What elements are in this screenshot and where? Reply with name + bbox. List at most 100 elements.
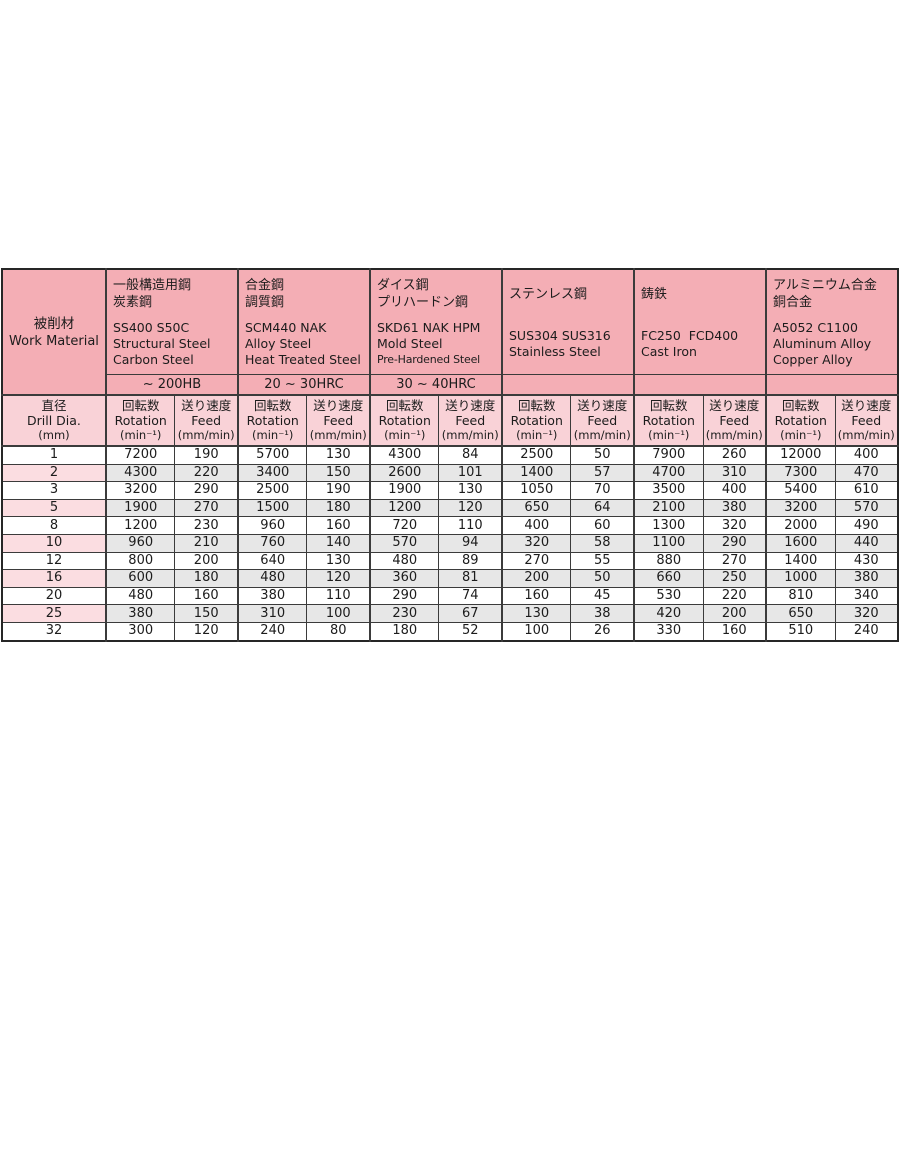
drill-dia-label-en: Drill Dia.	[27, 413, 81, 428]
feed-value-cell: 160	[306, 516, 371, 535]
material-name-ja: ダイス鋼 プリハードン鋼	[377, 272, 498, 316]
material-en-line: A5052 C1100	[773, 320, 858, 335]
table-row: 20 480 160 380 110 290 74 160 45 530 220 810 340	[1, 586, 899, 606]
material-name-en: A5052 C1100 Aluminum Alloy Copper Alloy	[773, 318, 894, 370]
material-en-line: Structural Steel	[112, 336, 211, 351]
feed-en-label: Feed	[455, 413, 486, 428]
feed-value-cell: 240	[834, 621, 899, 642]
feed-unit-label: (mm/min)	[837, 428, 895, 442]
rotation-value-cell: 240	[236, 621, 308, 642]
feed-value-cell: 140	[306, 533, 371, 553]
table-row: 8 1200 230 960 160 720 110 400 60 1300 320 2000 490	[1, 516, 899, 535]
table-row: 32 300 120 240 80 180 52 100 26 330 160 510 240	[1, 621, 899, 642]
hardness-band-3	[500, 374, 635, 396]
feed-value-cell: 67	[438, 604, 503, 623]
feed-value-cell: 340	[834, 586, 899, 606]
feed-unit-label: (mm/min)	[309, 428, 367, 442]
rotation-value-cell: 510	[765, 621, 836, 642]
material-header-1: 合金鋼 調質鋼 SCM440 NAK Alloy Steel Heat Treated …	[236, 268, 371, 375]
rotation-unit-label: (min⁻¹)	[516, 428, 558, 442]
rotation-value-cell: 380	[236, 586, 308, 606]
feed-header: 送り速度 Feed (mm/min)	[306, 394, 371, 447]
rotation-value-cell: 960	[236, 516, 308, 535]
rotation-value-cell: 1600	[765, 533, 836, 553]
rotation-value-cell: 270	[500, 551, 572, 571]
feed-value-cell: 26	[570, 621, 635, 642]
material-ja-line: 鋳鉄	[641, 286, 668, 302]
rotation-value-cell: 400	[500, 516, 572, 535]
feed-value-cell: 260	[702, 444, 767, 465]
material-header-5: アルミニウム合金 銅合金 A5052 C1100 Aluminum Alloy Copp…	[765, 268, 899, 375]
material-ja-line: 一般構造用鋼	[112, 278, 191, 293]
feed-value-cell: 320	[702, 516, 767, 535]
rotation-value-cell: 300	[104, 621, 176, 642]
rotation-value-cell: 480	[236, 569, 308, 588]
feed-value-cell: 50	[570, 569, 635, 588]
feed-value-cell: 200	[174, 551, 239, 571]
feed-value-cell: 210	[174, 533, 239, 553]
drill-dia-cell: 2	[1, 463, 107, 483]
material-en-line: SS400 S50C	[112, 320, 190, 335]
rotation-value-cell: 420	[633, 604, 704, 623]
feed-value-cell: 45	[570, 586, 635, 606]
feed-value-cell: 200	[702, 604, 767, 623]
rotation-value-cell: 200	[500, 569, 572, 588]
feed-value-cell: 290	[702, 533, 767, 553]
feed-value-cell: 610	[834, 481, 899, 500]
drill-dia-cell: 1	[1, 444, 107, 465]
material-name-ja: 合金鋼 調質鋼	[245, 272, 366, 316]
rotation-value-cell: 650	[765, 604, 836, 623]
feed-value-cell: 220	[174, 463, 239, 483]
rotation-value-cell: 2000	[765, 516, 836, 535]
rotation-value-cell: 1300	[633, 516, 704, 535]
table-row: 2 4300 220 3400 150 2600 101 1400 57 4700 310 7300 4…	[1, 463, 899, 483]
material-name-en: SUS304 SUS316 Stainless Steel	[509, 318, 630, 370]
material-name-en: SCM440 NAK Alloy Steel Heat Treated Steel	[245, 318, 366, 370]
feed-header: 送り速度 Feed (mm/min)	[702, 394, 767, 447]
material-en-line: SCM440 NAK	[244, 320, 327, 335]
rotation-value-cell: 160	[500, 586, 572, 606]
rotation-value-cell: 100	[500, 621, 572, 642]
material-name-ja: 鋳鉄	[641, 272, 762, 316]
material-ja-line: 銅合金	[773, 295, 813, 310]
material-en-line: Stainless Steel	[508, 344, 601, 359]
feed-unit-label: (mm/min)	[441, 428, 499, 442]
feed-value-cell: 110	[306, 586, 371, 606]
rotation-value-cell: 180	[368, 621, 440, 642]
feed-value-cell: 220	[702, 586, 767, 606]
column-subheader-row: 直径 Drill Dia. (mm) 回転数 Rotation (min⁻¹) 送り速…	[1, 394, 899, 447]
material-ja-line: 合金鋼	[244, 278, 284, 293]
feed-value-cell: 150	[306, 463, 371, 483]
feed-header: 送り速度 Feed (mm/min)	[834, 394, 899, 447]
rotation-unit-label: (min⁻¹)	[648, 428, 690, 442]
feed-value-cell: 57	[570, 463, 635, 483]
rotation-en-label: Rotation	[510, 413, 563, 428]
table-row: 3 3200 290 2500 190 1900 130 1050 70 3500 400 5400 6…	[1, 481, 899, 500]
feed-value-cell: 150	[174, 604, 239, 623]
rotation-value-cell: 1050	[500, 481, 572, 500]
material-ja-line: アルミニウム合金	[773, 278, 877, 293]
material-ja-line: ダイス鋼	[376, 278, 429, 293]
rotation-ja-label: 回転数	[517, 398, 556, 413]
page: 被削材 Work Material 一般構造用鋼 炭素鋼 SS400 S50C Str…	[0, 268, 900, 1168]
material-name-ja: ステンレス鋼	[509, 272, 630, 316]
feed-unit-label: (mm/min)	[573, 428, 631, 442]
feed-value-cell: 160	[174, 586, 239, 606]
rotation-value-cell: 310	[236, 604, 308, 623]
work-material-header: 被削材 Work Material	[1, 268, 107, 396]
feed-value-cell: 190	[174, 444, 239, 465]
material-name-en: SS400 S50C Structural Steel Carbon Steel	[113, 318, 234, 370]
rotation-value-cell: 760	[236, 533, 308, 553]
material-ja-line: ステンレス鋼	[508, 286, 587, 302]
feed-value-cell: 470	[834, 463, 899, 483]
feed-ja-label: 送り速度	[709, 398, 760, 413]
rotation-header: 回転数 Rotation (min⁻¹)	[500, 394, 572, 447]
rotation-ja-label: 回転数	[121, 398, 160, 413]
rotation-value-cell: 1500	[236, 498, 308, 518]
rotation-value-cell: 720	[368, 516, 440, 535]
rotation-value-cell: 3200	[104, 481, 176, 500]
feed-value-cell: 50	[570, 444, 635, 465]
feed-value-cell: 400	[834, 444, 899, 465]
feed-value-cell: 58	[570, 533, 635, 553]
rotation-value-cell: 7300	[765, 463, 836, 483]
